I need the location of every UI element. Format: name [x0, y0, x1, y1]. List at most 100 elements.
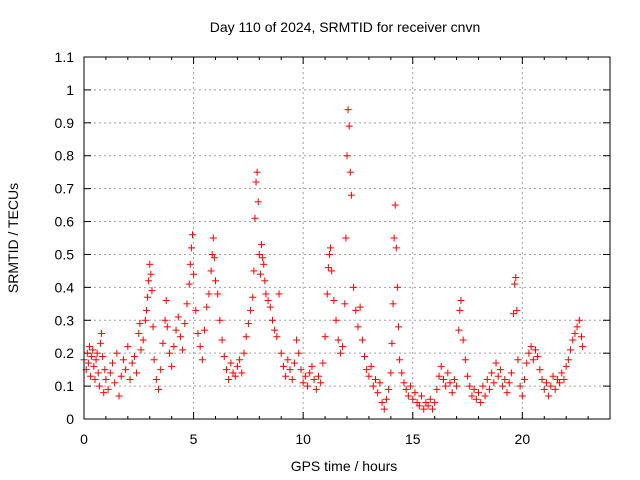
data-point [111, 379, 119, 387]
data-point [321, 333, 329, 341]
data-point [511, 280, 519, 288]
data-point [149, 323, 157, 331]
data-point [418, 392, 426, 400]
y-tick-label: 0.5 [55, 246, 75, 262]
data-point [201, 326, 209, 334]
data-point [144, 293, 152, 301]
data-point [385, 385, 393, 393]
data-point [490, 379, 498, 387]
data-point [392, 244, 400, 252]
data-point [457, 297, 465, 305]
data-point [485, 385, 493, 393]
data-point [558, 369, 566, 377]
data-point [172, 326, 180, 334]
data-point [139, 336, 147, 344]
data-point [282, 372, 290, 380]
data-point [344, 106, 352, 114]
data-point [258, 241, 266, 249]
data-point [98, 329, 106, 337]
data-point [391, 201, 399, 209]
data-point [424, 402, 432, 410]
data-point [444, 369, 452, 377]
data-point [293, 336, 301, 344]
data-point [99, 352, 107, 360]
data-point [260, 260, 268, 268]
data-point [466, 382, 474, 390]
data-point [236, 356, 244, 364]
data-point [240, 349, 248, 357]
data-point [216, 316, 224, 324]
data-point [100, 389, 108, 397]
y-axis-label: SRMTID / TECUs [5, 183, 21, 293]
data-point [470, 385, 478, 393]
data-point [446, 379, 454, 387]
data-point [225, 376, 233, 384]
data-point [159, 339, 167, 347]
data-point [346, 168, 354, 176]
data-point [415, 402, 423, 410]
data-point [85, 343, 93, 351]
data-point [571, 329, 579, 337]
data-point [244, 320, 252, 328]
data-point [442, 382, 450, 390]
data-point [275, 290, 283, 298]
data-point [163, 323, 171, 331]
data-point [102, 376, 110, 384]
data-point [254, 198, 262, 206]
data-point [516, 382, 524, 390]
data-point [341, 300, 349, 308]
data-point [251, 214, 259, 222]
data-point [119, 356, 127, 364]
data-point [247, 306, 255, 314]
data-point [354, 323, 362, 331]
data-point [549, 372, 557, 380]
data-point [145, 277, 153, 285]
data-point [187, 244, 195, 252]
data-point [393, 283, 401, 291]
data-point [330, 297, 338, 305]
data-point [89, 346, 97, 354]
data-point [220, 352, 228, 360]
data-point [88, 352, 96, 360]
data-point [308, 362, 316, 370]
data-point [382, 395, 390, 403]
data-point [523, 359, 531, 367]
data-point [218, 336, 226, 344]
data-point [450, 376, 458, 384]
data-point [141, 316, 149, 324]
data-point [155, 385, 163, 393]
data-point [380, 405, 388, 413]
x-tick-label: 5 [190, 431, 198, 447]
data-point [562, 362, 570, 370]
data-point [507, 369, 515, 377]
data-point [271, 326, 279, 334]
data-point [395, 323, 403, 331]
data-points [80, 106, 587, 413]
data-point [179, 346, 187, 354]
data-point [475, 389, 482, 397]
data-point [188, 231, 196, 239]
data-point [407, 382, 415, 390]
data-point [264, 297, 272, 305]
data-point [529, 356, 537, 364]
data-point [299, 379, 307, 387]
data-point [113, 349, 121, 357]
data-point [165, 349, 173, 357]
data-point [551, 385, 559, 393]
data-point [210, 254, 218, 262]
data-point [531, 346, 539, 354]
x-tick-label: 0 [80, 431, 88, 447]
data-point [268, 316, 276, 324]
data-point [334, 336, 342, 344]
data-point [183, 300, 191, 308]
data-point [203, 303, 211, 311]
data-point [273, 333, 281, 341]
data-point [136, 320, 144, 328]
data-point [400, 379, 408, 387]
data-point [327, 244, 335, 252]
data-point [420, 405, 428, 413]
data-point [536, 366, 544, 374]
data-point [560, 376, 568, 384]
data-point [137, 346, 145, 354]
